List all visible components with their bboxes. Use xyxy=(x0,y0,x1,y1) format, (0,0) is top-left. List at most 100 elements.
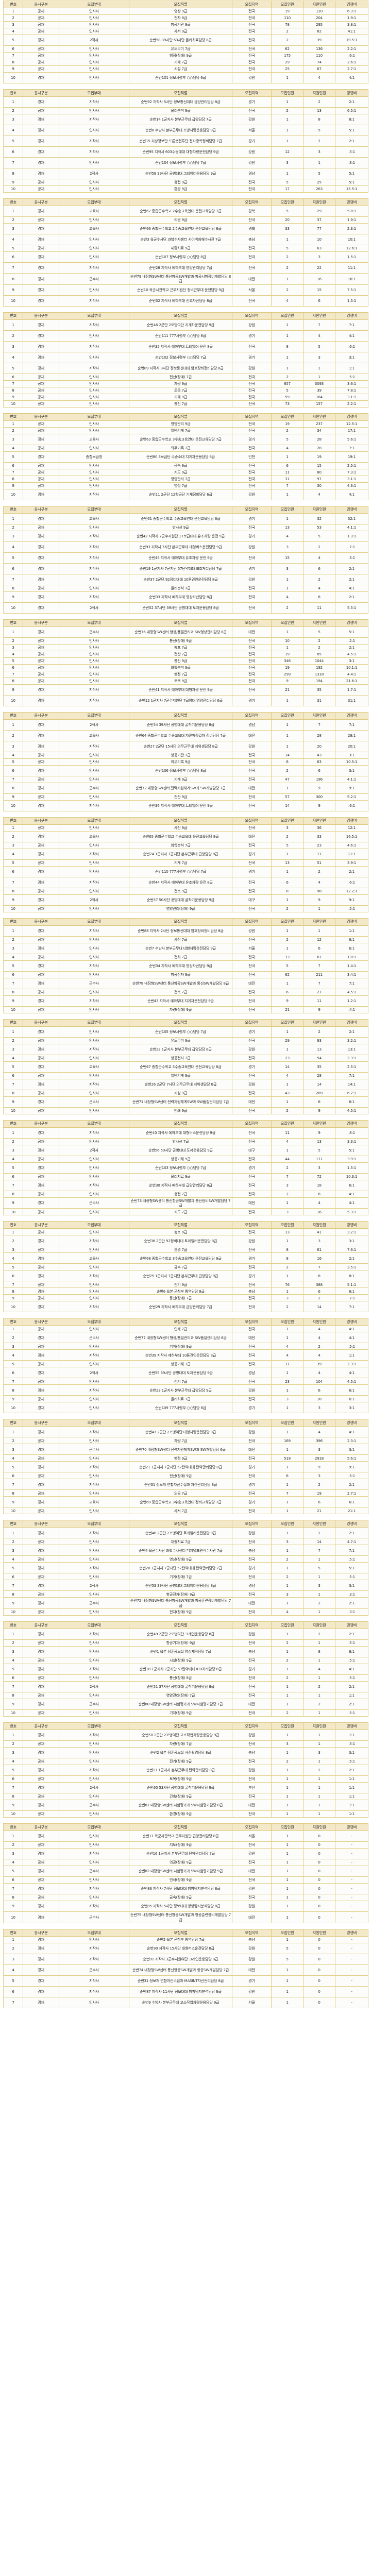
cell-quota: 31 xyxy=(271,475,303,483)
cell-ratio: 1.3:1 xyxy=(335,530,368,542)
cell-div: 경채 xyxy=(23,1384,59,1396)
cell-div: 공채 xyxy=(23,8,59,15)
cell-region: 전국 xyxy=(232,591,272,603)
column-header-quota: 모집인원 xyxy=(271,711,303,720)
column-header-no: 번호 xyxy=(3,711,23,720)
cell-no: 7 xyxy=(3,52,23,59)
column-header-ratio: 경쟁비 xyxy=(335,619,368,627)
cell-div: 경채 xyxy=(23,513,59,524)
cell-unit: 인사사 xyxy=(59,8,129,15)
cell-ratio: 2.5:1 xyxy=(335,462,368,469)
table-row: 3 경채 인사사 순번4 육군수사단 과학수사센터 디지털포렌식수사관 7급 충남 1 7 7… xyxy=(3,1545,368,1556)
table-row: 8 공채 인사사 영양관리(장애) 7급 전국 1 1 1:1 xyxy=(3,1692,368,1700)
cell-unit: 인사사 xyxy=(59,1747,129,1759)
cell-div: 경채 xyxy=(23,168,59,179)
cell-job: 순번62 종합군수학교 2수송교육연대 운전교육담당 7급 xyxy=(129,206,232,217)
cell-ratio: - xyxy=(335,1911,368,1923)
cell-quota: 5 xyxy=(271,433,303,445)
cell-no: 7 xyxy=(3,876,23,888)
cell-unit: 지작사 xyxy=(59,995,129,1007)
column-header-no: 번호 xyxy=(3,413,23,421)
cell-no: 2 xyxy=(3,637,23,645)
cell-unit: 지작사 xyxy=(59,740,129,752)
cell-region: 경기 xyxy=(232,563,272,574)
cell-ratio: 4:1 xyxy=(335,1664,368,1675)
cell-quota: 169 xyxy=(271,1437,303,1445)
cell-ratio: - xyxy=(335,1996,368,2008)
cell-div: 경채 xyxy=(23,977,59,989)
cell-appl: 80 xyxy=(303,468,335,476)
table-row: 4 공채 인사사 영상(장애) 9급 전국 2 1.5:1 xyxy=(3,1555,368,1563)
cell-no: 9 xyxy=(3,995,23,1007)
cell-div: 공채 xyxy=(23,1489,59,1497)
cell-no: 7 xyxy=(3,775,23,783)
cell-region: 전국 xyxy=(232,552,272,564)
cell-unit: 인사사 xyxy=(59,841,129,849)
cell-appl: 4 xyxy=(303,1197,335,1209)
cell-quota: 4 xyxy=(271,1608,303,1616)
column-header-ratio: 경쟁비 xyxy=(335,1520,368,1528)
cell-appl: 2918 xyxy=(303,1454,335,1462)
cell-div: 경채 xyxy=(23,330,59,342)
column-header-no: 번호 xyxy=(3,918,23,926)
cell-job: 물리치료 7급 xyxy=(129,1395,232,1403)
table-row: 3 공채 인사사 항공기관 9급 전국 78 295 3.8:1 xyxy=(3,21,368,28)
cell-div: 경채 xyxy=(23,995,59,1007)
table-row: 2 공채 인사사 방사선 9급 전국 13 53 4.1:1 xyxy=(3,523,368,531)
cell-ratio: 3:1 xyxy=(335,1235,368,1247)
cell-job: 순번6 육본 군참부 통역담당 8급 xyxy=(129,1287,232,1295)
cell-ratio: - xyxy=(335,1936,368,1943)
cell-quota: 1 xyxy=(271,1496,303,1508)
cell-region: 강원 xyxy=(232,1078,272,1090)
cell-no: 5 xyxy=(3,135,23,147)
column-header-appl: 지원인원 xyxy=(303,711,335,720)
cell-unit: 인사사 xyxy=(59,1162,129,1174)
column-header-no: 번호 xyxy=(3,505,23,514)
cell-div: 경채 xyxy=(23,1162,59,1174)
recruitment-table: 번호 응시구분 모집부대 모집직렬 모집지역 모집인원 지원인원 경쟁비 1 경채 지작사 순번40 … xyxy=(3,1120,368,1216)
cell-region: 서울 xyxy=(232,942,272,954)
cell-unit: 지작사 xyxy=(59,1349,129,1361)
table-row: 6 공채 인사사 전산(장애) 7급 전국 2 1.5:1 xyxy=(3,373,368,381)
cell-no: 1 xyxy=(3,1936,23,1943)
cell-region: 대전 xyxy=(232,1800,272,1811)
cell-ratio: 2:1 xyxy=(335,1026,368,1038)
cell-ratio: 5.6:1 xyxy=(335,1454,368,1462)
cell-job: 건축(장애) 9급 xyxy=(129,1793,232,1801)
cell-quota: 73 xyxy=(271,400,303,408)
cell-div: 공채 xyxy=(23,185,59,193)
cell-div: 경채 xyxy=(23,1580,59,1591)
cell-appl: 7 xyxy=(303,319,335,331)
cell-no: 10 xyxy=(3,800,23,811)
cell-appl: 1 xyxy=(303,1709,335,1717)
cell-region: 전국 xyxy=(232,1573,272,1581)
cell-div: 경채 xyxy=(23,234,59,245)
cell-div: 경채 xyxy=(23,1043,59,1055)
cell-job: 순번17 1군지사 본부근무대 탄약관리담당 8급 xyxy=(129,1765,232,1776)
cell-no: 3 xyxy=(3,740,23,752)
cell-region: 전국 xyxy=(232,400,272,408)
cell-div: 경채 xyxy=(23,765,59,776)
cell-job: 인쇄(장애) 9급 xyxy=(129,1876,232,1884)
cell-no: 5 xyxy=(3,960,23,972)
cell-appl: 8 xyxy=(303,114,335,125)
cell-ratio: 2:1 xyxy=(335,1629,368,1640)
column-header-appl: 지원인원 xyxy=(303,312,335,320)
cell-region: 전국 xyxy=(232,1138,272,1145)
column-header-unit: 모집부대 xyxy=(59,1419,129,1427)
cell-region: 전국 xyxy=(232,824,272,832)
cell-quota: 2 xyxy=(271,1301,303,1313)
cell-ratio: .5:1 xyxy=(335,1674,368,1682)
table-row: 10 경채 2작사 순번52 37사단 39사단 공병대대 도저운용담당 8급 전국 2 1… xyxy=(3,602,368,614)
cell-no: 6 xyxy=(3,1775,23,1783)
cell-div: 공채 xyxy=(23,59,59,66)
cell-unit: 인사사 xyxy=(59,751,129,759)
cell-job: 순번9 수방사 본부근무대 고소작업차량운용담당 9급 xyxy=(129,1996,232,2008)
column-header-job: 모집직렬 xyxy=(129,711,232,720)
cell-job: 지도(장애) 9급 xyxy=(129,1841,232,1849)
cell-no: 2 xyxy=(3,1841,23,1849)
cell-no: 2 xyxy=(3,1538,23,1546)
recruitment-table: 번호 응시구분 모집부대 모집직렬 모집지역 모집인원 지원인원 경쟁비 1 공채 인사사 인쇄 7급… xyxy=(3,1318,368,1414)
recruitment-table: 번호 응시구분 모집부대 모집직렬 모집지역 모집인원 지원인원 경쟁비 1 경채 인사사 순번105… xyxy=(3,1019,368,1114)
cell-no: 9 xyxy=(3,1496,23,1508)
